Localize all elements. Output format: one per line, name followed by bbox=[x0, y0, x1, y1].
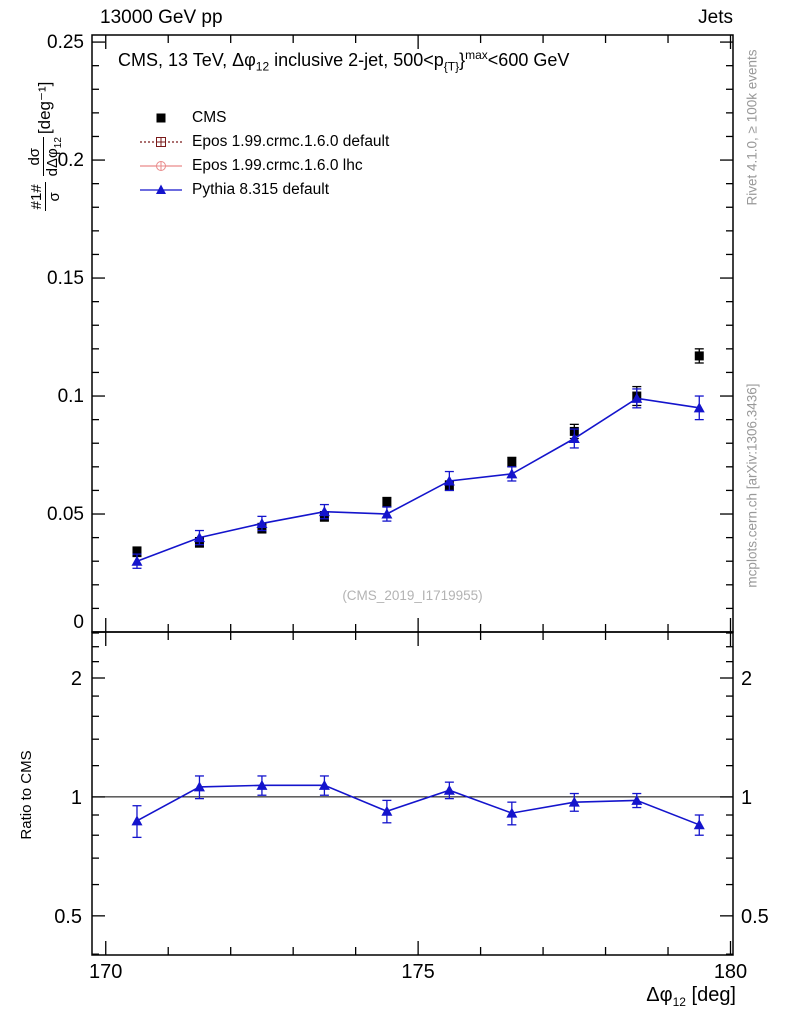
series-cms bbox=[132, 348, 704, 558]
title-phi-subscript: 12 bbox=[255, 59, 270, 74]
tick-label: 0.15 bbox=[47, 268, 84, 289]
x-axis-unit: [deg] bbox=[685, 984, 737, 1006]
legend: CMS Epos 1.99.crmc.1.6.0 default Epos 1.99… bbox=[138, 106, 389, 202]
ratio-panel-frame bbox=[91, 631, 734, 956]
title-pt-subscript: {T} bbox=[443, 59, 460, 74]
analysis-id-watermark: (CMS_2019_I1719955) bbox=[342, 588, 483, 603]
tick-label: 170 bbox=[89, 961, 122, 983]
fraction-numerator: dσ bbox=[26, 137, 44, 177]
y-axis-label-main: #1# σ dσ dΔφ12 [deg⁻¹] bbox=[22, 0, 68, 298]
axis-ticks bbox=[92, 35, 733, 955]
legend-label: Epos 1.99.crmc.1.6.0 lhc bbox=[192, 157, 363, 174]
ratio-series-triangle bbox=[131, 775, 705, 839]
one-over-sigma-fraction: #1# σ bbox=[27, 182, 63, 212]
dsigma-fraction: dσ dΔφ12 bbox=[26, 137, 64, 177]
dphi-text: dΔφ bbox=[44, 148, 61, 177]
y-axis-unit: [deg⁻¹] bbox=[35, 81, 54, 135]
tick-label: 0.1 bbox=[58, 386, 84, 407]
legend-item-1: CMS bbox=[138, 106, 389, 130]
tick-label: 1 bbox=[71, 787, 82, 809]
tick-label: 0.5 bbox=[54, 906, 82, 928]
tick-label: 0.2 bbox=[58, 150, 84, 171]
y-axis-label-ratio: Ratio to CMS bbox=[18, 750, 35, 840]
x-axis-phi: Δφ bbox=[646, 984, 673, 1006]
fraction-denominator: σ bbox=[45, 192, 63, 202]
tick-label: 0.05 bbox=[47, 504, 84, 525]
legend-item-4: Pythia 8.315 default bbox=[138, 178, 389, 202]
tick-label: 175 bbox=[401, 961, 434, 983]
beam-energy-label: 13000 GeV pp bbox=[100, 7, 223, 28]
tick-label: 1 bbox=[741, 787, 752, 809]
plot-title: CMS, 13 TeV, Δφ12 inclusive 2-jet, 500<p… bbox=[118, 48, 569, 74]
analysis-topic-label: Jets bbox=[698, 7, 733, 28]
title-text-3: <600 GeV bbox=[487, 50, 570, 70]
fraction-denominator: dΔφ12 bbox=[44, 137, 64, 176]
cross-circle-marker-icon bbox=[140, 161, 182, 171]
square-marker-icon bbox=[156, 113, 166, 123]
cross-square-marker-icon bbox=[140, 137, 182, 147]
legend-item-2: Epos 1.99.crmc.1.6.0 default bbox=[138, 130, 389, 154]
series-pythia-8.315-default bbox=[131, 388, 705, 569]
title-max-superscript: max bbox=[465, 48, 488, 62]
tick-label: 2 bbox=[71, 668, 82, 690]
x-axis-phi-subscript: 12 bbox=[672, 995, 686, 1009]
legend-label: Epos 1.99.crmc.1.6.0 default bbox=[192, 133, 390, 150]
tick-label: 0.25 bbox=[47, 32, 84, 53]
title-phi: Δφ bbox=[232, 50, 256, 70]
tick-label: 0.5 bbox=[741, 906, 769, 928]
dphi-subscript: 12 bbox=[53, 137, 64, 149]
tick-label: 2 bbox=[741, 668, 752, 690]
mcplots-reference-note: mcplots.cern.ch [arXiv:1306.3436] bbox=[744, 383, 760, 588]
x-axis-label: Δφ12 [deg] bbox=[646, 984, 736, 1009]
legend-item-3: Epos 1.99.crmc.1.6.0 lhc bbox=[138, 154, 389, 178]
legend-label: CMS bbox=[192, 109, 227, 126]
legend-label: Pythia 8.315 default bbox=[192, 181, 330, 198]
tick-label: 180 bbox=[714, 961, 747, 983]
tick-label: 0 bbox=[73, 612, 84, 633]
triangle-marker-icon bbox=[140, 184, 182, 194]
title-brace: } bbox=[459, 50, 466, 70]
title-text-1: CMS, 13 TeV, bbox=[118, 50, 233, 70]
fraction-numerator: #1# bbox=[27, 182, 46, 212]
title-text-2: inclusive 2-jet, 500<p bbox=[269, 50, 444, 70]
rivet-version-note: Rivet 4.1.0, ≥ 100k events bbox=[744, 49, 760, 206]
